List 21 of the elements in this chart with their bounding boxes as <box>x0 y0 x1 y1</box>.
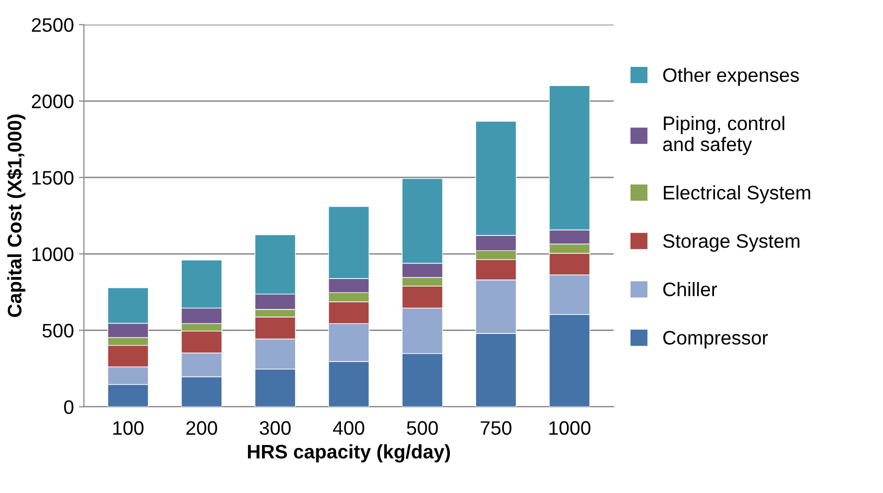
x-tick-label: 500 <box>406 421 438 435</box>
y-tick-label: 1000 <box>32 247 74 262</box>
x-tick-label: 100 <box>113 421 144 435</box>
legend-label: Storage System <box>663 234 800 252</box>
x-tick-label: 750 <box>480 421 512 435</box>
y-tick-label: 0 <box>64 400 74 414</box>
legend-label: Piping, control and safety <box>663 116 784 156</box>
y-tick-label: 2000 <box>32 94 74 108</box>
x-tick-label: 1000 <box>549 421 590 435</box>
y-tick-label: 1500 <box>32 170 74 185</box>
legend-label: Electrical System <box>664 185 810 204</box>
legend-label: Chiller <box>663 282 718 296</box>
legend-label: Compressor <box>663 330 768 348</box>
x-tick-label: 200 <box>186 421 218 435</box>
x-tick-label: 300 <box>260 421 291 435</box>
legend-label: Other expenses <box>663 68 799 86</box>
y-axis-title: Capital Cost (X$1,000) <box>6 114 26 317</box>
y-tick-label: 2500 <box>32 18 74 32</box>
x-axis-title: HRS capacity (kg/day) <box>248 444 450 463</box>
x-tick-label: 400 <box>333 421 364 435</box>
y-tick-label: 500 <box>42 324 74 338</box>
